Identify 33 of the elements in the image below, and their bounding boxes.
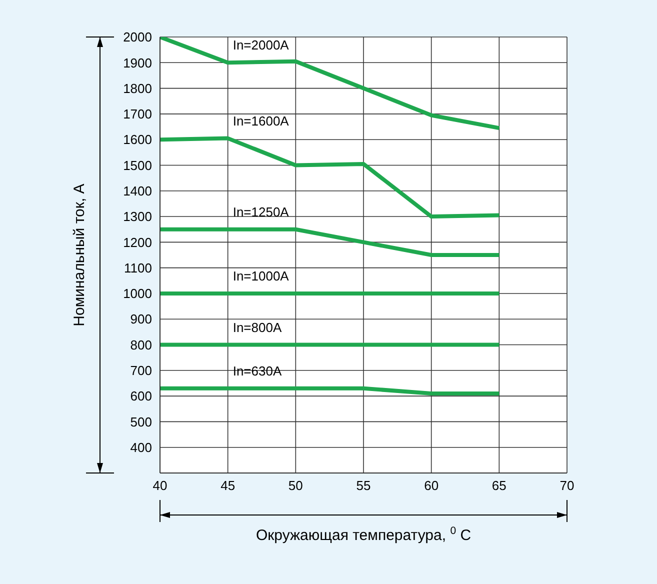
x-tick-label: 65 [492, 478, 506, 494]
y-tick-label: 700 [130, 363, 152, 378]
y-tick-label: 1200 [123, 234, 152, 250]
y-tick-label: 1400 [123, 183, 152, 198]
y-tick-label: 1100 [124, 260, 152, 276]
y-tick-label: 400 [130, 440, 152, 455]
x-tick-label: 50 [288, 478, 303, 494]
y-tick-label: 1000 [123, 286, 152, 302]
y-tick-label: 1600 [123, 132, 152, 148]
x-tick-label: 70 [560, 478, 574, 494]
y-tick-label: 600 [130, 388, 152, 404]
y-tick-label: 1500 [123, 158, 152, 173]
y-tick-label: 1700 [123, 106, 152, 122]
y-tick-label: 2000 [123, 30, 152, 45]
x-tick-label: 45 [220, 478, 236, 494]
y-axis-title: Номинальный ток, А [71, 184, 88, 326]
y-tick-label: 1900 [123, 55, 152, 70]
y-tick-label: 900 [130, 312, 152, 327]
x-axis-title: Окружающая температура, $^{0}$C [256, 525, 472, 544]
x-tick-label: 55 [356, 478, 371, 494]
series-label: In=800A [232, 320, 282, 335]
x-tick-label: 40 [152, 478, 168, 494]
y-tick-label: 500 [130, 414, 152, 430]
line-series [160, 37, 502, 130]
series-label: In=1600A [232, 113, 290, 128]
x-tick-label: 60 [424, 478, 439, 494]
series-label: In=1250A [232, 204, 290, 220]
series-label: In=1000A [232, 268, 290, 284]
line-series [160, 136, 502, 219]
y-tick-label: 1300 [123, 209, 152, 224]
y-tick-label: 800 [130, 337, 152, 352]
y-tick-label: 1800 [123, 80, 152, 96]
series-label: In=2000A [232, 38, 290, 53]
